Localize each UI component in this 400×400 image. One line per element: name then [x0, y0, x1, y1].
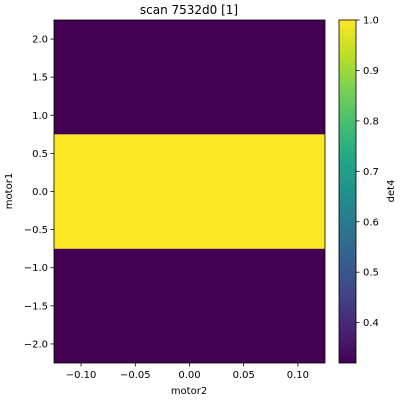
y-tick-label: −1.5 — [24, 301, 48, 312]
heatmap-cell — [54, 20, 325, 135]
y-tick-label: 1.0 — [32, 111, 48, 122]
y-tick-label: −2.0 — [24, 339, 48, 350]
heatmap-cells — [54, 20, 325, 363]
chart-title: scan 7532d0 [1] — [140, 3, 238, 17]
x-axis-label: motor2 — [171, 386, 207, 397]
x-tick-label: 0.00 — [178, 370, 200, 381]
y-tick-label: 0.0 — [32, 187, 48, 198]
x-axis: −0.10 −0.05 0.00 0.05 0.10 — [66, 363, 309, 381]
y-tick-label: 1.5 — [32, 73, 48, 84]
heatmap-cell — [54, 248, 325, 363]
x-tick-label: 0.05 — [233, 370, 255, 381]
x-tick-label: 0.10 — [287, 370, 309, 381]
colorbar-tick-label: 0.8 — [363, 116, 379, 127]
heatmap-cell — [54, 134, 325, 249]
colorbar-tick-label: 0.5 — [363, 268, 379, 279]
y-tick-label: −0.5 — [24, 225, 48, 236]
colorbar-label: det4 — [386, 180, 397, 203]
y-tick-label: 0.5 — [32, 149, 48, 160]
y-axis-label: motor1 — [4, 173, 15, 209]
y-axis: −2.0 −1.5 −1.0 −0.5 0.0 0.5 1.0 1.5 2.0 — [24, 35, 54, 350]
x-tick-label: −0.10 — [66, 370, 97, 381]
x-tick-label: −0.05 — [120, 370, 151, 381]
colorbar — [338, 19, 357, 364]
y-tick-label: −1.0 — [24, 263, 48, 274]
colorbar-tick-label: 1.0 — [363, 16, 379, 27]
colorbar-tick-label: 0.4 — [363, 318, 379, 329]
y-tick-label: 2.0 — [32, 35, 48, 46]
colorbar-tick-label: 0.9 — [363, 66, 379, 77]
colorbar-axis: 0.4 0.5 0.6 0.7 0.8 0.9 1.0 — [356, 16, 379, 329]
colorbar-tick-label: 0.7 — [363, 167, 379, 178]
colorbar-tick-label: 0.6 — [363, 217, 379, 228]
